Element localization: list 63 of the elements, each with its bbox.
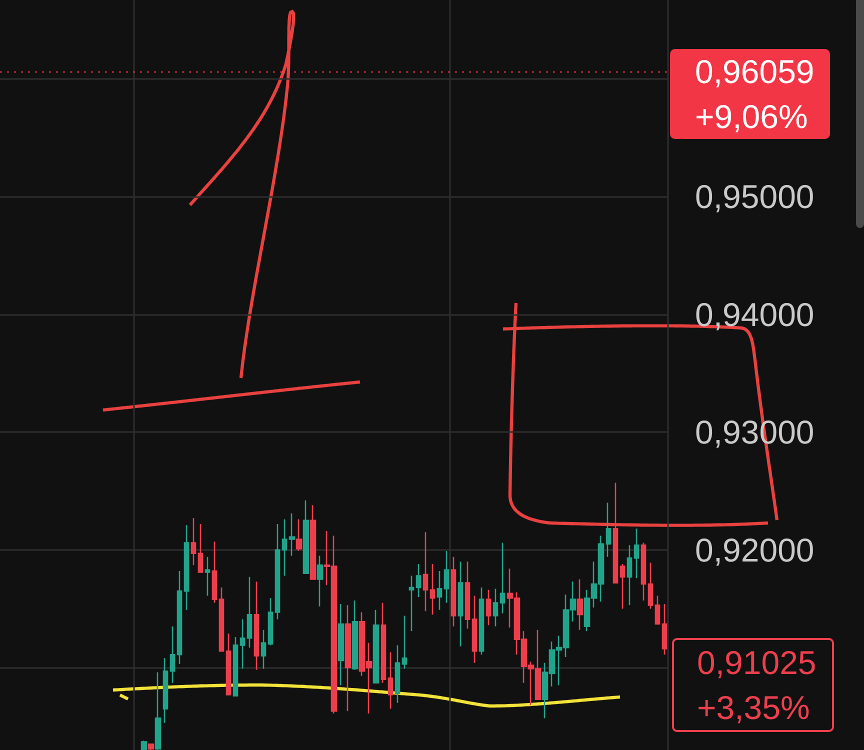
candlestick bbox=[218, 586, 224, 652]
candlestick bbox=[170, 626, 176, 684]
candlestick bbox=[344, 604, 352, 712]
candlestick bbox=[352, 600, 358, 671]
candlestick bbox=[416, 563, 422, 598]
candlestick bbox=[430, 563, 436, 616]
candlestick bbox=[402, 615, 408, 670]
candlestick bbox=[492, 588, 498, 628]
candlestick bbox=[620, 563, 626, 610]
candlestick bbox=[296, 518, 302, 552]
candlestick bbox=[212, 540, 218, 604]
candlestick bbox=[422, 532, 428, 612]
candlestick bbox=[648, 562, 654, 610]
candlestick bbox=[380, 602, 386, 684]
candlestick bbox=[254, 580, 260, 671]
candlestick bbox=[450, 556, 456, 628]
candlestick bbox=[640, 542, 646, 602]
candlestick bbox=[472, 595, 478, 664]
candlestick bbox=[204, 556, 210, 596]
candlestick bbox=[662, 603, 668, 656]
candlestick bbox=[140, 740, 148, 750]
candlestick bbox=[372, 609, 380, 684]
candlestick bbox=[478, 586, 484, 656]
candlestick bbox=[260, 629, 266, 670]
candlestick bbox=[634, 528, 640, 579]
candlestick bbox=[246, 576, 252, 648]
candlestick bbox=[240, 618, 246, 670]
y-tick-label: 0,95000 bbox=[695, 178, 814, 216]
candlestick bbox=[268, 597, 274, 646]
candlestick bbox=[436, 570, 442, 611]
candlestick bbox=[338, 603, 344, 686]
candlestick bbox=[626, 544, 632, 606]
candlestick bbox=[176, 570, 182, 665]
y-tick-label: 0,94000 bbox=[695, 296, 814, 333]
candlestick bbox=[274, 523, 280, 620]
candlestick bbox=[288, 512, 296, 556]
candlestick bbox=[576, 578, 584, 631]
candlestick bbox=[198, 523, 204, 573]
ref-line-label: 0,96059 +9,06% bbox=[670, 48, 830, 139]
candlestick bbox=[486, 589, 492, 626]
candlestick bbox=[464, 560, 470, 630]
candlestick bbox=[184, 524, 190, 611]
candlestick bbox=[606, 502, 612, 558]
candlestick bbox=[444, 550, 450, 604]
candlestick bbox=[190, 517, 196, 566]
candlestick bbox=[226, 632, 232, 696]
candlestick bbox=[388, 652, 394, 710]
candlestick bbox=[408, 575, 414, 632]
candlestick bbox=[458, 560, 464, 648]
candlestick bbox=[302, 500, 310, 574]
candlestick bbox=[282, 518, 288, 576]
text: 0,91025 +3,35% bbox=[672, 638, 834, 732]
candlestick bbox=[162, 658, 168, 724]
candlestick bbox=[232, 636, 238, 696]
candlestick bbox=[148, 743, 154, 750]
candlestick bbox=[612, 482, 618, 584]
candlestick bbox=[316, 555, 324, 608]
candlestick bbox=[394, 644, 400, 704]
candlestick bbox=[154, 672, 162, 750]
candlestick bbox=[654, 595, 660, 625]
y-tick-label: 0,92000 bbox=[695, 531, 814, 568]
candlestick bbox=[500, 542, 506, 614]
candlestick bbox=[310, 504, 316, 580]
